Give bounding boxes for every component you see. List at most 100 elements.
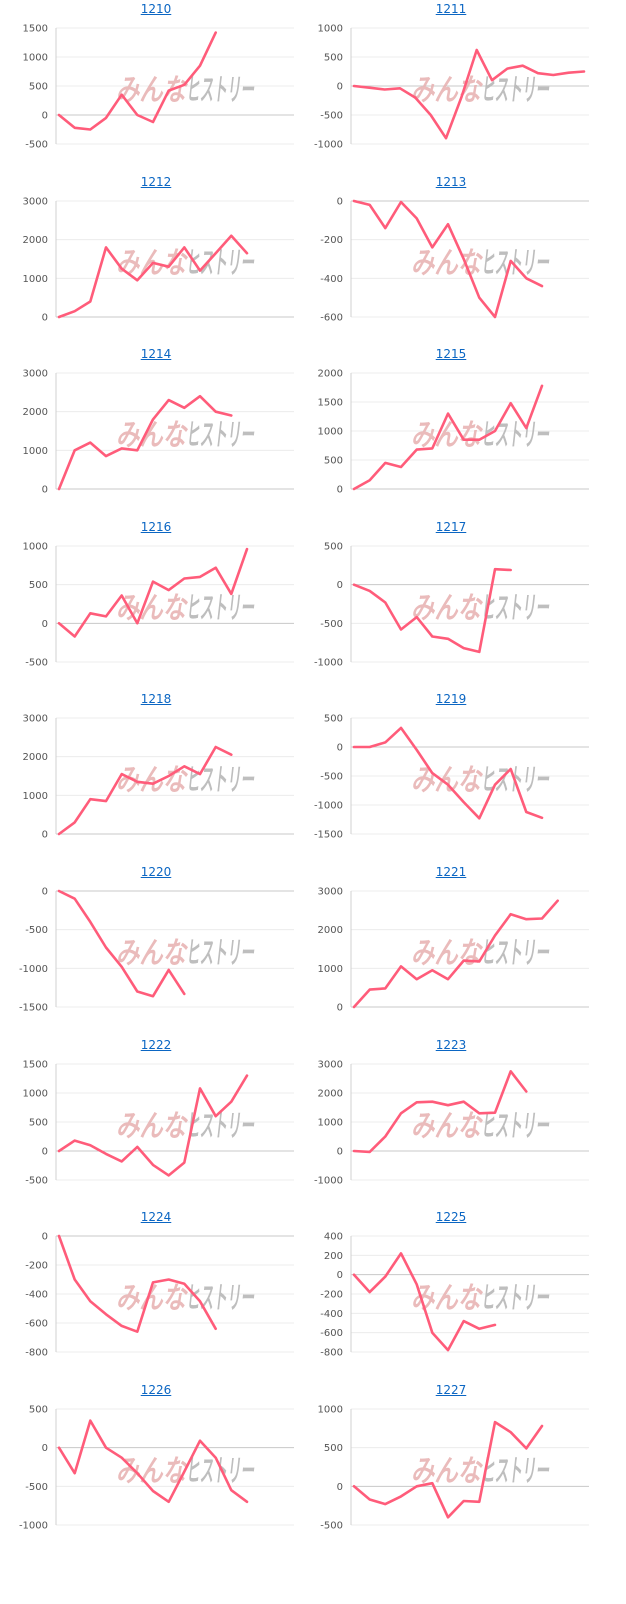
y-tick-label: -200 [320, 235, 343, 246]
y-tick-label: 0 [42, 1146, 48, 1157]
y-tick-label: 400 [324, 1232, 343, 1243]
chart-1213: 1213 0 -200 -400 -600 みんな ヒストリー [303, 175, 599, 344]
watermark-text-primary: みんな [411, 591, 483, 626]
y-tick-label: 0 [337, 1146, 343, 1157]
chart-1227: 1227 1000 500 0 -500 みんな ヒストリー [303, 1383, 599, 1552]
chart-title-link[interactable]: 1227 [435, 1382, 467, 1397]
watermark-text-secondary: ヒストリー [186, 1454, 254, 1489]
watermark-text-primary: みんな [116, 1109, 188, 1144]
chart-title-link[interactable]: 1214 [140, 347, 172, 362]
y-tick-label: 2000 [23, 753, 48, 764]
y-tick-label: 1000 [23, 1088, 48, 1099]
watermark-text-primary: みんな [411, 73, 483, 108]
series-line [57, 889, 186, 998]
y-tick-label: 500 [324, 714, 343, 725]
y-tick-label: 0 [42, 830, 48, 841]
y-tick-label: 0 [337, 743, 343, 754]
chart-1219: 1219 500 0 -500 -1000 -1500 みんな ヒストリー [303, 692, 599, 861]
chart-title-link[interactable]: 1221 [435, 865, 467, 879]
y-tick-label: -600 [320, 1328, 343, 1339]
y-tick-label: 1000 [318, 427, 343, 438]
watermark-text-secondary: ヒストリー [481, 418, 549, 453]
y-tick-label: -600 [25, 1319, 48, 1330]
y-tick-label: -800 [320, 1348, 343, 1359]
series-line [352, 48, 586, 140]
chart-title-link[interactable]: 1215 [435, 347, 467, 362]
y-tick-label: 0 [42, 1443, 48, 1454]
series-line [352, 899, 559, 1009]
chart-title-link[interactable]: 1220 [140, 865, 172, 879]
chart-title-link[interactable]: 1213 [435, 174, 467, 189]
y-tick-label: -500 [320, 772, 343, 783]
y-tick-label: 1000 [318, 964, 343, 975]
chart-1212: 1212 3000 2000 1000 0 みんな ヒストリー [8, 175, 304, 344]
y-tick-label: 1000 [318, 1117, 343, 1128]
chart-1224: 1224 0 -200 -400 -600 -800 みんな ヒストリー [8, 1210, 304, 1379]
chart-title-link[interactable]: 1226 [140, 1382, 172, 1397]
watermark-text-secondary: ヒストリー [186, 763, 254, 798]
y-tick-label: -1500 [19, 1003, 48, 1014]
chart-title-link[interactable]: 1219 [435, 692, 467, 707]
chart-title-link[interactable]: 1222 [140, 1037, 172, 1052]
y-tick-label: 2000 [23, 235, 48, 246]
watermark-text-secondary: ヒストリー [481, 246, 549, 281]
chart-1225: 1225 400 200 0 -200 -400 -600 -800 みんな ヒストリー [303, 1210, 599, 1379]
y-tick-label: -600 [320, 312, 343, 323]
watermark-text-primary: みんな [116, 591, 188, 626]
chart-title-link[interactable]: 1211 [435, 2, 467, 16]
chart-title-link[interactable]: 1216 [140, 519, 172, 534]
y-tick-label: -500 [25, 657, 48, 668]
y-tick-label: 2000 [318, 925, 343, 936]
watermark-text-secondary: ヒストリー [186, 591, 254, 626]
chart-1220: 1220 0 -500 -1000 -1500 みんな ヒストリー [8, 865, 304, 1034]
y-tick-label: 1000 [23, 53, 48, 64]
chart-1211: 1211 1000 500 0 -500 -1000 みんな ヒストリー [303, 2, 599, 171]
y-tick-label: -500 [320, 1520, 343, 1531]
y-tick-label: 1000 [23, 273, 48, 284]
y-tick-label: 3000 [318, 887, 343, 898]
chart-1216: 1216 1000 500 0 -500 みんな ヒストリー [8, 520, 304, 689]
y-tick-label: -1000 [19, 964, 48, 975]
y-tick-label: -800 [25, 1348, 48, 1359]
y-tick-label: 500 [324, 456, 343, 467]
chart-title-link[interactable]: 1224 [140, 1210, 172, 1225]
chart-title-link[interactable]: 1217 [435, 519, 467, 534]
chart-1218: 1218 3000 2000 1000 0 みんな ヒストリー [8, 692, 304, 861]
chart-title-link[interactable]: 1223 [435, 1037, 467, 1052]
y-tick-label: 500 [324, 541, 343, 552]
y-tick-label: -400 [25, 1290, 48, 1301]
chart-title-link[interactable]: 1212 [140, 174, 172, 189]
chart-title-link[interactable]: 1225 [435, 1210, 467, 1225]
y-tick-label: -500 [320, 111, 343, 122]
y-tick-label: 200 [324, 1251, 343, 1262]
watermark-text-secondary: ヒストリー [186, 246, 254, 281]
chart-1210: 1210 1500 1000 500 0 -500 みんな ヒストリー [8, 2, 304, 171]
chart-title-link[interactable]: 1210 [140, 2, 172, 16]
y-tick-label: -1000 [19, 1520, 48, 1531]
y-tick-label: -1000 [314, 1175, 343, 1186]
y-tick-label: 1000 [23, 446, 48, 457]
watermark-text-secondary: ヒストリー [481, 1281, 549, 1316]
chart-title-link[interactable]: 1218 [140, 692, 172, 707]
y-tick-label: 0 [42, 1232, 48, 1243]
y-tick-label: 500 [29, 580, 48, 591]
series-line [57, 547, 249, 638]
series-line [352, 1252, 497, 1352]
y-tick-label: -200 [25, 1261, 48, 1272]
